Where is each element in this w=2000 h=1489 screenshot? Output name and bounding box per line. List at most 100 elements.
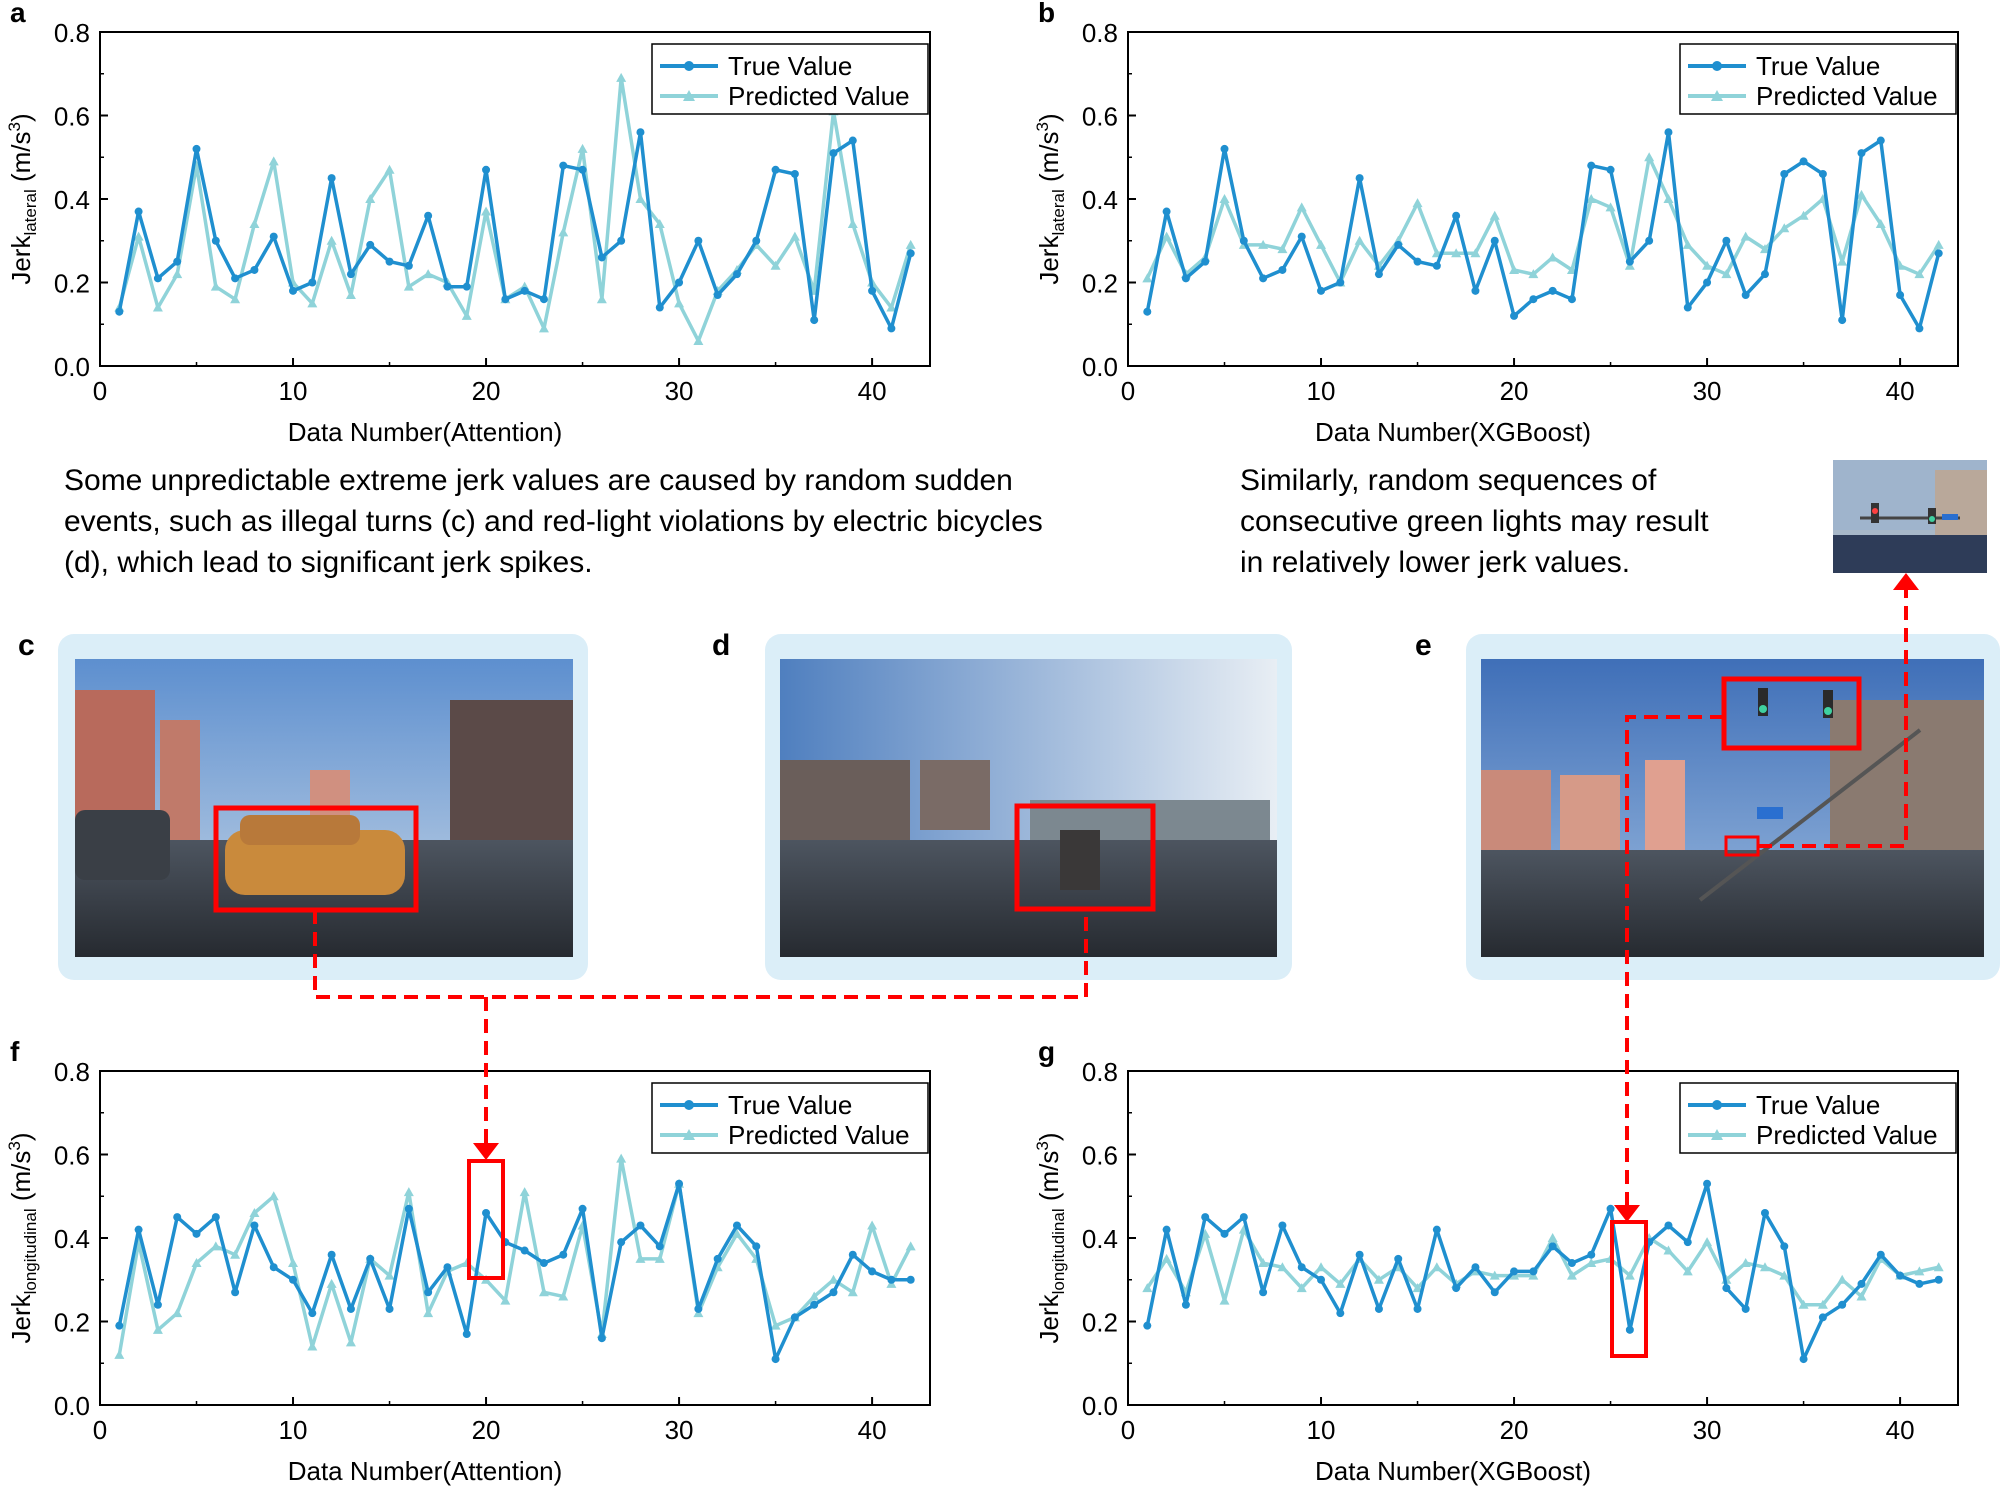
legend-label: True Value	[1756, 1090, 1880, 1120]
point-true	[1876, 1250, 1885, 1259]
point-true	[1587, 1250, 1596, 1259]
point-true	[1394, 240, 1403, 249]
point-predicted	[1837, 256, 1848, 266]
x-tick-label: 40	[858, 376, 887, 406]
point-true	[1741, 291, 1750, 300]
point-true	[1432, 261, 1441, 270]
point-true	[346, 270, 355, 279]
arrowhead-inset	[1893, 573, 1919, 590]
point-true	[1336, 1309, 1345, 1318]
point-predicted	[1431, 1262, 1442, 1272]
point-predicted	[1759, 244, 1770, 254]
point-predicted	[1528, 269, 1539, 279]
point-true	[231, 274, 240, 283]
chart-panel-a: a 0.0 0.2 0.4 0.6 0.8 0 10 20 30 40 Data Number(Att…	[5, 0, 931, 447]
highlight-box-d	[1014, 803, 1156, 912]
point-predicted	[1586, 1258, 1597, 1268]
x-tick-label: 20	[472, 1415, 501, 1445]
point-true	[906, 249, 915, 258]
point-predicted	[1316, 1262, 1327, 1272]
point-true	[1625, 257, 1634, 266]
point-true	[848, 136, 857, 145]
point-true	[636, 128, 645, 137]
point-predicted	[1682, 1266, 1693, 1276]
photo-c-label: c	[18, 629, 35, 662]
point-predicted	[1605, 202, 1616, 212]
inset-traffic-light-photo	[1833, 460, 1987, 573]
point-predicted	[1663, 194, 1674, 203]
point-true	[443, 282, 452, 291]
connector-e-g	[1625, 715, 1724, 1212]
point-predicted	[847, 219, 858, 229]
point-true	[752, 236, 761, 245]
point-true	[1664, 128, 1673, 137]
legend-swatch-marker	[683, 1129, 695, 1140]
point-predicted	[268, 156, 279, 166]
point-predicted	[1740, 231, 1751, 241]
point-true	[1780, 1242, 1789, 1251]
point-true	[617, 236, 626, 245]
legend-box	[651, 1082, 929, 1154]
panel-label: f	[10, 1036, 20, 1067]
x-tick-label: 40	[1886, 1415, 1915, 1445]
y-tick-label: 0.4	[1082, 1224, 1118, 1254]
point-predicted	[307, 1341, 318, 1351]
photo-e-label: e	[1415, 629, 1432, 662]
point-true	[250, 1221, 259, 1230]
point-true	[559, 161, 568, 170]
point-predicted	[1740, 1258, 1751, 1268]
point-true	[713, 1254, 722, 1263]
series-line-predicted	[117, 76, 913, 343]
point-predicted	[1373, 1274, 1384, 1284]
point-true	[1413, 257, 1422, 266]
point-true	[173, 1213, 182, 1222]
point-true	[1625, 1325, 1634, 1334]
point-predicted	[307, 298, 318, 308]
y-tick-label: 0.2	[54, 269, 90, 299]
legend-label: True Value	[1756, 51, 1880, 81]
x-tick-label: 20	[472, 376, 501, 406]
point-true	[211, 1213, 220, 1222]
point-predicted	[1914, 1266, 1925, 1276]
point-true	[1915, 324, 1924, 333]
point-true	[1297, 232, 1306, 241]
point-true	[1452, 1284, 1461, 1293]
point-true	[1703, 1179, 1712, 1188]
point-true	[810, 316, 819, 325]
point-predicted	[731, 1228, 742, 1238]
point-predicted	[210, 1241, 221, 1251]
point-true	[559, 1250, 568, 1259]
x-tick-label: 10	[279, 376, 308, 406]
point-true	[501, 295, 510, 304]
point-predicted	[1258, 239, 1269, 249]
point-true	[539, 295, 548, 304]
point-true	[1162, 1225, 1171, 1234]
point-true	[1645, 236, 1654, 245]
y-tick-label: 0.8	[54, 18, 90, 48]
point-true	[520, 286, 529, 295]
point-true	[115, 307, 124, 316]
point-true	[153, 1300, 162, 1309]
point-true	[462, 1330, 471, 1339]
point-predicted	[847, 1287, 858, 1297]
legend-swatch-marker	[684, 1100, 694, 1110]
point-true	[231, 1288, 240, 1297]
point-true	[462, 282, 471, 291]
legend-label: Predicted Value	[728, 81, 910, 111]
panel-label: b	[1038, 0, 1055, 28]
panel-label: a	[10, 0, 26, 28]
legend-swatch-marker	[1711, 90, 1723, 101]
point-predicted	[886, 302, 897, 312]
point-predicted	[230, 294, 241, 304]
point-predicted	[654, 1253, 665, 1263]
point-true	[1201, 1213, 1210, 1222]
y-tick-label: 0.0	[54, 1391, 90, 1421]
point-predicted	[1277, 1262, 1288, 1272]
point-predicted	[249, 219, 260, 229]
point-true	[115, 1321, 124, 1330]
point-true	[520, 1246, 529, 1255]
point-predicted	[1798, 210, 1809, 220]
point-true	[1374, 270, 1383, 279]
point-true	[1741, 1304, 1750, 1313]
point-true	[1896, 1271, 1905, 1280]
